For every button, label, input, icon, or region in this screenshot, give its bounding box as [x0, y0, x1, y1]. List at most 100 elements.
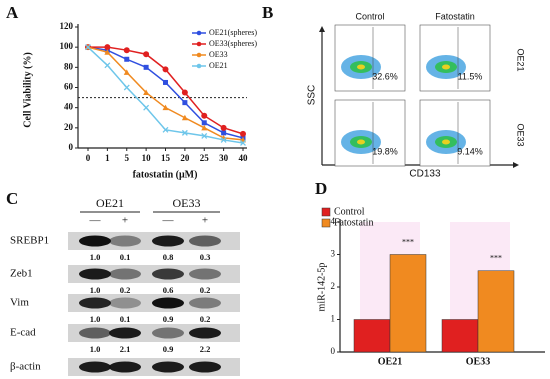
band — [79, 268, 111, 280]
x-tick-label: 20 — [180, 153, 190, 163]
percentage: 19.8% — [372, 146, 398, 156]
x-tick-label: 1 — [105, 153, 110, 163]
y-tick-label: 40 — [64, 102, 74, 112]
legend-label: OE21 — [209, 61, 228, 70]
x-tick-label: 15 — [161, 153, 171, 163]
y-tick-label: 120 — [60, 21, 74, 31]
significance: *** — [402, 237, 414, 246]
band — [152, 297, 184, 309]
band — [79, 235, 111, 247]
significance: *** — [490, 254, 502, 263]
y-tick-label: 20 — [64, 122, 74, 132]
protein-label: SREBP1 — [10, 235, 49, 247]
group-label: OE21 — [96, 196, 124, 210]
marker — [240, 139, 246, 146]
column-header: Control — [355, 11, 384, 21]
marker — [221, 130, 227, 136]
percentage: 32.6% — [372, 71, 398, 81]
marker — [124, 56, 130, 62]
band — [79, 361, 111, 373]
x-tick-label: 0 — [86, 153, 91, 163]
marker — [201, 112, 208, 119]
band — [189, 235, 221, 247]
legend-marker — [196, 30, 202, 36]
band — [189, 297, 221, 309]
x-tick-label: 25 — [200, 153, 210, 163]
column-header: Fatostatin — [435, 11, 475, 21]
y-tick-label: 4 — [331, 216, 336, 226]
band-value: 0.2 — [120, 285, 131, 295]
band-value: 0.8 — [163, 252, 174, 262]
band — [189, 268, 221, 280]
treatment: + — [122, 215, 128, 227]
legend-marker — [196, 63, 202, 69]
legend-label: OE33(spheres) — [209, 39, 257, 48]
band-value: 1.0 — [90, 344, 101, 354]
protein-label: E-cad — [10, 327, 36, 339]
y-tick-label: 0 — [69, 142, 74, 152]
treatment: — — [89, 215, 102, 227]
band-value: 0.9 — [163, 344, 174, 354]
x-tick-label: 30 — [219, 153, 229, 163]
y-axis-title: Cell Viability (%) — [22, 52, 33, 128]
x-tick-label: 40 — [239, 153, 249, 163]
band-value: 0.9 — [163, 314, 174, 324]
marker — [162, 104, 169, 111]
y-tick-label: 0 — [331, 346, 336, 356]
band-value: 0.3 — [200, 252, 211, 262]
band-value: 2.2 — [200, 344, 211, 354]
density — [357, 64, 365, 70]
band — [152, 235, 184, 247]
protein-label: Vim — [10, 297, 29, 309]
band — [109, 235, 141, 247]
band — [79, 327, 111, 339]
marker — [201, 124, 208, 131]
marker — [123, 69, 130, 75]
x-tick-label: OE21 — [378, 356, 402, 367]
legend-label: Fatostatin — [334, 217, 373, 228]
percentage: 11.5% — [458, 71, 483, 81]
protein-label: Zeb1 — [10, 268, 33, 280]
band-value: 2.1 — [120, 344, 131, 354]
band — [79, 297, 111, 309]
band-value: 0.1 — [120, 252, 131, 262]
panel-label: D — [315, 179, 327, 198]
legend-swatch — [321, 218, 331, 228]
row-label: OE21 — [516, 48, 526, 71]
y-tick-label: 60 — [64, 82, 74, 92]
marker — [220, 124, 227, 131]
x-axis-title: CD133 — [409, 169, 441, 180]
marker — [104, 62, 111, 69]
legend-marker — [196, 52, 202, 58]
density — [442, 64, 450, 70]
legend-label: Control — [334, 206, 365, 217]
band — [109, 268, 141, 280]
marker — [240, 130, 246, 137]
band-value: 0.2 — [200, 314, 211, 324]
band-value: 0.1 — [120, 314, 131, 324]
band-value: 0.2 — [200, 285, 211, 295]
bar — [441, 319, 479, 353]
band — [189, 361, 221, 373]
legend-swatch — [321, 207, 331, 217]
band-value: 1.0 — [90, 314, 101, 324]
y-tick-label: 3 — [331, 249, 336, 259]
marker — [104, 49, 111, 55]
arrow-head — [513, 162, 519, 168]
panel-label: B — [262, 3, 273, 22]
y-tick-label: 80 — [64, 61, 74, 71]
marker — [182, 100, 188, 106]
panel-label: A — [6, 3, 19, 22]
x-tick-label: OE33 — [466, 356, 490, 367]
y-tick-label: 1 — [331, 314, 336, 324]
marker — [201, 132, 208, 139]
marker — [162, 126, 169, 133]
density — [442, 139, 450, 145]
marker — [163, 79, 168, 85]
y-tick-label: 100 — [60, 41, 74, 51]
marker — [123, 47, 130, 54]
marker — [162, 66, 169, 73]
treatment: + — [202, 215, 208, 227]
protein-label: β-actin — [10, 361, 41, 373]
